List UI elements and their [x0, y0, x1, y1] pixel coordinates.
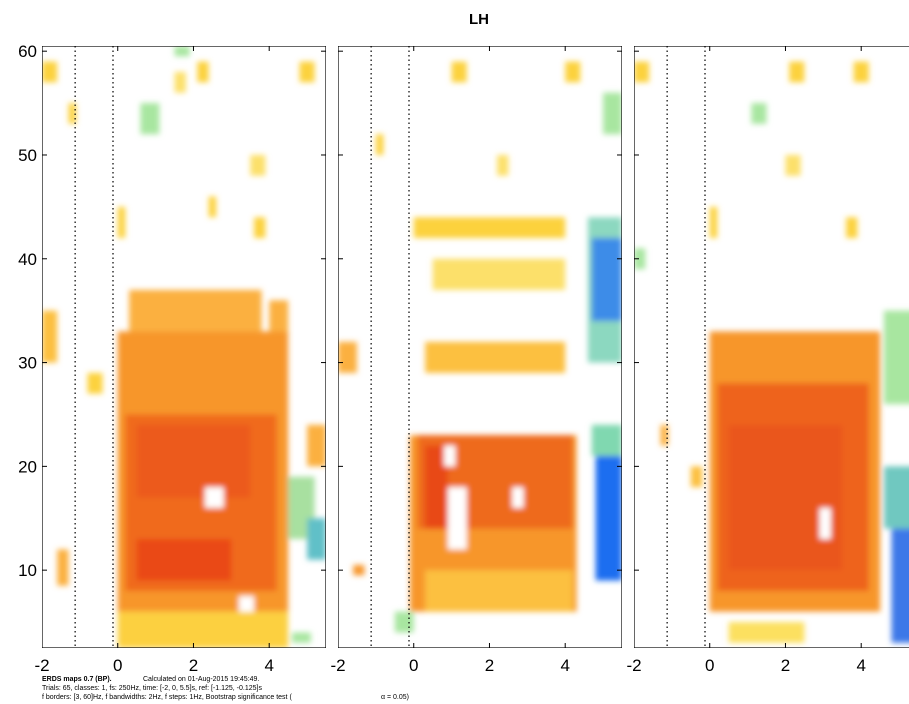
- x-tick-label: 0: [113, 656, 122, 675]
- heat-patch: [565, 61, 581, 83]
- x-tick-label: -2: [626, 656, 641, 675]
- heat-patch: [660, 424, 669, 446]
- x-tick-label: -2: [330, 656, 345, 675]
- panel: [42, 46, 326, 648]
- heat-patch: [42, 310, 58, 363]
- y-tick-label: 10: [18, 561, 37, 580]
- footer-text: ERDS maps 0.7 (BP).: [42, 676, 112, 683]
- panel: [634, 46, 909, 648]
- heat-patch: [853, 61, 869, 83]
- x-tick-label: -2: [34, 656, 49, 675]
- heat-patch: [250, 154, 266, 176]
- x-tick-label: 4: [560, 656, 569, 675]
- heat-patch: [425, 341, 566, 373]
- heat-patch: [413, 217, 566, 239]
- heat-patch: [394, 611, 414, 633]
- heatmap: [634, 61, 909, 643]
- heat-patch: [254, 217, 266, 239]
- heat-patch: [709, 206, 718, 239]
- x-tick-label: 0: [409, 656, 418, 675]
- heat-patch: [338, 341, 357, 373]
- heat-patch: [136, 539, 232, 581]
- y-tick-label: 30: [18, 354, 37, 373]
- heat-patch: [451, 61, 467, 83]
- heat-patch: [883, 466, 909, 529]
- heat-patch: [789, 61, 805, 83]
- heat-patch: [444, 445, 456, 467]
- heat-patch: [591, 238, 622, 322]
- heat-patch: [174, 46, 190, 57]
- footer-text: f borders: [3, 60]Hz, f bandwidths: 2Hz,…: [42, 694, 292, 701]
- y-tick-label: 50: [18, 146, 37, 165]
- heat-patch: [512, 487, 524, 508]
- heat-patch: [197, 61, 209, 83]
- heat-patch: [208, 196, 217, 218]
- heat-patch: [291, 632, 311, 643]
- heat-patch: [307, 518, 326, 560]
- heat-patch: [140, 103, 160, 135]
- heat-patch: [129, 289, 262, 332]
- y-tick-label: 60: [18, 42, 37, 61]
- x-tick-label: 2: [485, 656, 494, 675]
- heat-patch: [846, 217, 858, 239]
- chart-title: LH: [469, 11, 489, 28]
- footer-text: α = 0.05): [381, 694, 409, 701]
- heat-patch: [299, 61, 315, 83]
- heat-patch: [728, 622, 805, 643]
- heat-patch: [353, 564, 365, 576]
- heat-patch: [68, 103, 77, 124]
- x-tick-label: 4: [856, 656, 865, 675]
- heat-patch: [728, 424, 843, 571]
- x-tick-label: 2: [781, 656, 790, 675]
- heat-patch: [690, 466, 703, 488]
- heat-patch: [174, 71, 186, 93]
- footer-text: Trials: 65, classes: 1, fs: 250Hz, time:…: [42, 685, 262, 692]
- heat-patch: [891, 528, 909, 643]
- heat-patch: [603, 92, 622, 135]
- y-tick-label: 40: [18, 250, 37, 269]
- heat-patch: [785, 154, 801, 176]
- heat-patch: [447, 487, 467, 550]
- heat-patch: [42, 61, 58, 83]
- heat-patch: [425, 570, 573, 612]
- heatmap: [338, 61, 622, 633]
- y-tick-label: 20: [18, 457, 37, 476]
- heat-patch: [117, 611, 289, 648]
- heat-patch: [432, 258, 566, 290]
- heat-patch: [375, 134, 384, 155]
- heat-patch: [87, 372, 103, 394]
- heat-patch: [634, 61, 650, 83]
- heat-patch: [117, 206, 126, 239]
- footer-text: Calculated on 01-Aug-2015 19:45:49.: [143, 676, 259, 683]
- heat-patch: [751, 103, 767, 124]
- x-tick-label: 4: [264, 656, 273, 675]
- heat-patch: [136, 424, 251, 498]
- heat-patch: [497, 154, 509, 176]
- heat-patch: [425, 445, 448, 529]
- heat-patch: [238, 596, 255, 612]
- heat-patch: [819, 507, 831, 540]
- heat-patch: [595, 455, 622, 581]
- heat-patch: [269, 300, 289, 332]
- heat-patch: [883, 310, 909, 405]
- heat-patch: [307, 424, 326, 467]
- heat-patch: [57, 549, 69, 586]
- heat-patch: [591, 424, 622, 456]
- panel: [338, 46, 622, 648]
- heatmap: [42, 46, 326, 648]
- heat-patch: [634, 248, 646, 270]
- x-tick-label: 0: [705, 656, 714, 675]
- x-tick-label: 2: [189, 656, 198, 675]
- heat-patch: [204, 487, 224, 508]
